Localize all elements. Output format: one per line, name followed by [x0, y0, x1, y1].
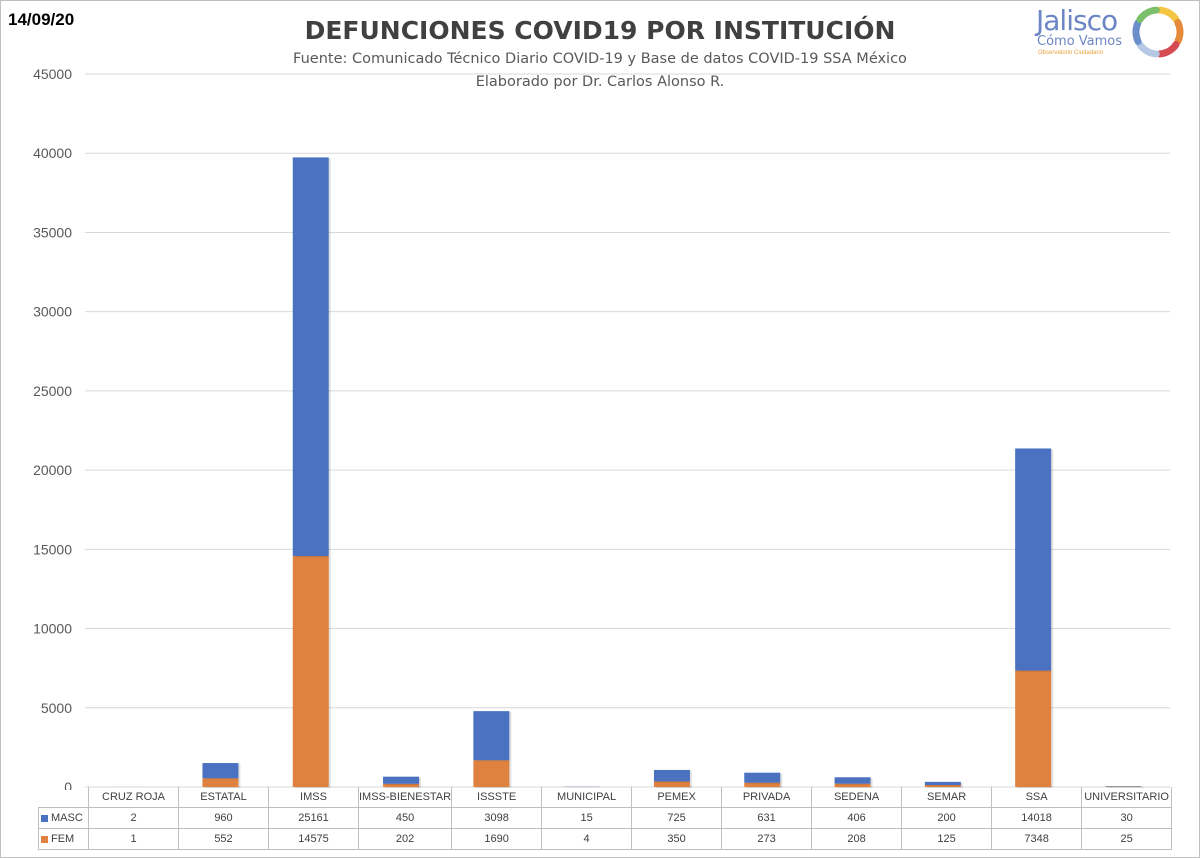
bar-masc-6 — [653, 769, 690, 782]
table-value: 406 — [811, 807, 903, 829]
logo-ring-segment — [1156, 6, 1180, 24]
y-tick-label: 15000 — [33, 541, 72, 557]
logo-name: Jalisco — [1036, 4, 1118, 37]
y-tick-label: 45000 — [33, 66, 72, 82]
bar-masc-7 — [744, 772, 781, 783]
bar-fem-7 — [744, 782, 781, 787]
chart-title: DEFUNCIONES COVID19 POR INSTITUCIÓN — [304, 16, 896, 45]
logo-ring-segment — [1136, 40, 1160, 58]
grid-lines — [85, 73, 1170, 788]
bar-masc-4 — [473, 711, 510, 761]
bar-masc-10 — [1015, 448, 1052, 671]
bar-masc-3 — [383, 776, 420, 784]
table-category-label: UNIVERSITARIO — [1081, 787, 1173, 808]
table-value: 273 — [721, 828, 813, 850]
bar-fem-8 — [834, 783, 871, 787]
table-category-label: SEMAR — [901, 787, 993, 808]
y-tick-label: 35000 — [33, 224, 72, 240]
y-tick-label: 20000 — [33, 462, 72, 478]
logo-tagline: Observatorio Ciudadano — [1038, 50, 1104, 56]
table-category-label: IMSS-BIENESTAR — [357, 787, 453, 808]
logo-ring-segment — [1136, 6, 1160, 24]
y-tick-label: 30000 — [33, 304, 72, 320]
bar-fem-10 — [1015, 670, 1052, 787]
table-value: 350 — [631, 828, 723, 850]
bars — [112, 157, 1144, 788]
table-value: 25161 — [268, 807, 359, 829]
table-value: 960 — [178, 807, 269, 829]
y-tick-label: 0 — [64, 779, 72, 790]
legend-swatch — [41, 814, 48, 822]
bar-masc-9 — [924, 781, 961, 786]
table-value: 14575 — [268, 828, 359, 850]
table-category-label: MUNICIPAL — [541, 787, 633, 808]
bar-fem-1 — [202, 778, 239, 787]
bar-fem-3 — [383, 783, 420, 787]
table-category-label: IMSS — [268, 787, 359, 808]
table-value: 2 — [88, 807, 179, 829]
bar-masc-2 — [292, 157, 329, 557]
bar-masc-1 — [202, 763, 239, 779]
table-value: 14018 — [991, 807, 1083, 829]
table-value: 200 — [901, 807, 993, 829]
logo-ring-segment — [1132, 19, 1142, 45]
table-category-label: ESTATAL — [178, 787, 269, 808]
y-tick-label: 5000 — [41, 700, 72, 716]
logo-ring-segment — [1156, 40, 1180, 58]
table-value: 3098 — [451, 807, 543, 829]
table-row-fem: FEM 1 552 14575 202 1690 4 350 273 208 125 7348 25 — [38, 828, 1173, 850]
table-value: 552 — [178, 828, 269, 850]
logo-subname: Cómo Vamos — [1037, 34, 1123, 49]
legend-label: FEM — [51, 833, 75, 845]
bar-fem-6 — [653, 781, 690, 787]
y-tick-label: 40000 — [33, 145, 72, 161]
legend-entry: FEM — [38, 828, 89, 850]
legend-entry: MASC — [38, 807, 89, 829]
table-category-label: PRIVADA — [721, 787, 813, 808]
legend-label: MASC — [51, 812, 83, 824]
y-tick-label: 10000 — [33, 621, 72, 637]
table-value: 202 — [357, 828, 453, 850]
table-value: 25 — [1081, 828, 1173, 850]
bar-masc-8 — [834, 777, 871, 784]
table-value: 631 — [721, 807, 813, 829]
table-category-label: ISSSTE — [451, 787, 543, 808]
table-value: 15 — [541, 807, 633, 829]
table-value: 208 — [811, 828, 903, 850]
jalisco-como-vamos-logo: Jalisco Cómo Vamos Observatorio Ciudadan… — [1032, 2, 1192, 62]
table-value: 125 — [901, 828, 993, 850]
logo-ring-segment — [1174, 19, 1184, 45]
table-value: 1 — [88, 828, 179, 850]
table-category-label: PEMEX — [631, 787, 723, 808]
table-category-label: CRUZ ROJA — [88, 787, 179, 808]
table-value: 7348 — [991, 828, 1083, 850]
table-value: 725 — [631, 807, 723, 829]
chart-subtitle-source: Fuente: Comunicado Técnico Diario COVID-… — [293, 51, 907, 67]
table-category-label: SSA — [991, 787, 1083, 808]
table-value: 30 — [1081, 807, 1173, 829]
y-axis-ticks: 0 5000 10000 15000 20000 25000 30000 35000 40000… — [33, 66, 72, 790]
chart-data-table: CRUZ ROJA ESTATAL IMSS IMSS-BIENESTAR ISSSTE… — [38, 787, 1173, 850]
table-header-row: CRUZ ROJA ESTATAL IMSS IMSS-BIENESTAR ISSSTE… — [39, 787, 1173, 808]
table-row-masc: MASC 2 960 25161 450 3098 15 725 631 406 200 14018 3… — [38, 807, 1173, 829]
table-value: 4 — [541, 828, 633, 850]
table-value: 450 — [357, 807, 453, 829]
report-date: 14/09/20 — [8, 10, 75, 29]
logo-ring-icon — [1132, 6, 1184, 58]
bar-fem-2 — [292, 556, 329, 787]
y-tick-label: 25000 — [33, 383, 72, 399]
bar-fem-4 — [473, 760, 510, 787]
table-category-label: SEDENA — [811, 787, 903, 808]
table-corner — [39, 787, 89, 808]
bar-fem-9 — [924, 785, 961, 787]
legend-swatch — [41, 835, 48, 843]
table-value: 1690 — [451, 828, 543, 850]
chart-subtitle-author: Elaborado por Dr. Carlos Alonso R. — [475, 74, 725, 90]
stacked-bar-chart: 0 5000 10000 15000 20000 25000 30000 35000 40000… — [33, 66, 1170, 790]
